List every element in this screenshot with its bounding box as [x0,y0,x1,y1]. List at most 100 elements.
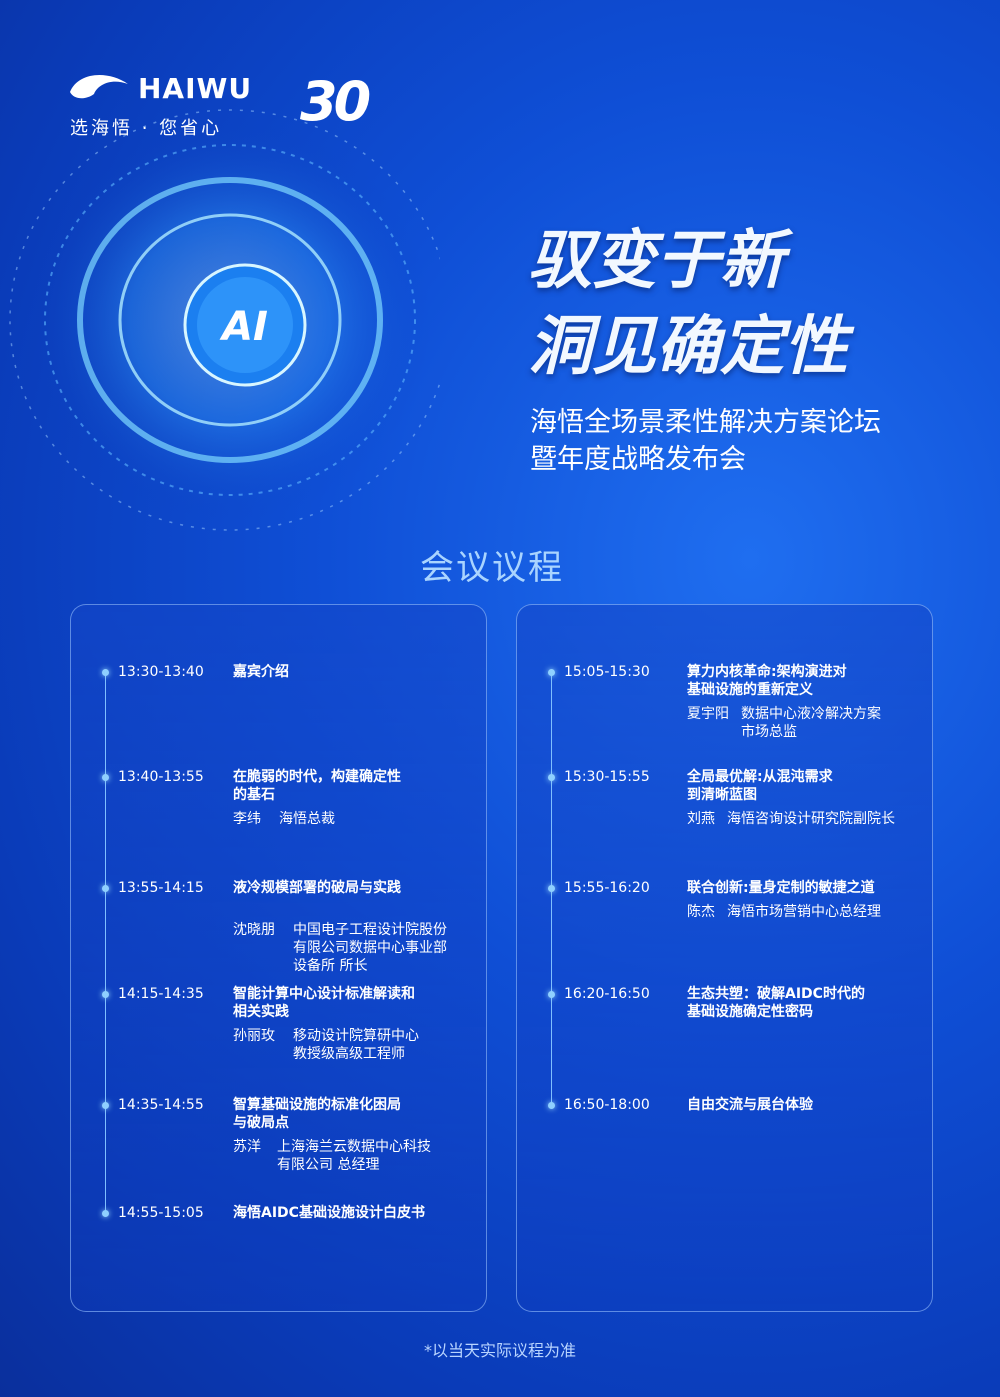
session-title-line: 全局最优解:从混沌需求 [687,769,833,785]
time: 14:35-14:55 [118,1097,204,1113]
time: 15:05-15:30 [564,664,650,680]
session: 算力内核革命:架构演进对 基础设施的重新定义 夏宇阳 数据中心液冷解决方案 市场总监 [687,663,881,741]
session-title-line: 的基石 [233,787,275,803]
speaker-role: 中国电子工程设计院股份 有限公司数据中心事业部 设备所 所长 [293,921,447,975]
session-title-line: 到清晰蓝图 [687,787,757,803]
session-title-line: 基础设施确定性密码 [687,1004,813,1020]
speaker-name: 夏宇阳 [687,706,729,722]
time: 16:50-18:00 [564,1097,650,1113]
ai-graphic: AI [9,109,440,531]
speaker: 陈杰 海悟市场营销中心总经理 [687,903,881,921]
brand: HAIWU [138,72,253,105]
timeline-dot [102,669,109,676]
time: 14:15-14:35 [118,986,204,1002]
timeline-dot [548,885,555,892]
time: 15:55-16:20 [564,880,650,896]
speaker-name: 孙丽玫 [233,1028,275,1044]
hero-subtitle-line: 暨年度战略发布会 [530,444,746,475]
timeline [104,672,106,1213]
session: 生态共塑：破解AIDC时代的 基础设施确定性密码 [687,985,865,1021]
speaker: 夏宇阳 数据中心液冷解决方案 市场总监 [687,705,881,741]
logo-mark [70,74,128,99]
speaker: 苏洋 上海海兰云数据中心科技 有限公司 总经理 [233,1138,431,1174]
session-title-line: 液冷规模部署的破局与实践 [233,880,401,896]
time: 13:55-14:15 [118,880,204,896]
speaker-role: 移动设计院算研中心 教授级高级工程师 [293,1027,419,1063]
session: 液冷规模部署的破局与实践 沈晓朋 中国电子工程设计院股份 有限公司数据中心事业部 设备所… [233,879,447,975]
speaker-role: 上海海兰云数据中心科技 有限公司 总经理 [277,1138,431,1174]
time: 13:40-13:55 [118,769,204,785]
speaker-role-line: 设备所 所长 [293,958,368,974]
timeline-dot [102,1210,109,1217]
timeline-dot [102,1102,109,1109]
agenda-panel: 13:30-13:40 嘉宾介绍 13:40-13:55 在脆弱的时代，构建确定性 的基… [70,604,487,1312]
session-title-line: 算力内核革命:架构演进对 [687,664,847,680]
session-title-line: 相关实践 [233,1004,289,1020]
timeline-dot [548,774,555,781]
speaker-name: 苏洋 [233,1139,261,1155]
speaker-role-line: 海悟咨询设计研究院副院长 [727,811,895,827]
speaker-role-line: 数据中心液冷解决方案 [741,706,881,722]
speaker-role: 海悟总裁 [279,810,335,828]
session: 在脆弱的时代，构建确定性 的基石李纬 海悟总裁 [233,768,401,828]
session: 智能计算中心设计标准解读和 相关实践孙丽玫 移动设计院算研中心 教授级高级工程师 [233,985,419,1063]
speaker-role-line: 市场总监 [741,724,797,740]
session: 自由交流与展台体验 [687,1096,813,1114]
hero-title-line: 洞见确定性 [528,310,848,384]
timeline-dot [548,669,555,676]
speaker: 李纬 海悟总裁 [233,810,401,828]
session-title-line: 基础设施的重新定义 [687,682,813,698]
session-title-line: 智算基础设施的标准化困局 [233,1097,401,1113]
time: 16:20-16:50 [564,986,650,1002]
hero-title: 驭变于新 洞见确定性 [528,218,848,390]
time: 13:30-13:40 [118,664,204,680]
speaker-name: 陈杰 [687,904,715,920]
time: 15:30-15:55 [564,769,650,785]
speaker-role-line: 中国电子工程设计院股份 [293,922,447,938]
speaker-name: 沈晓朋 [233,922,275,938]
session-title-line: 自由交流与展台体验 [687,1097,813,1113]
speaker-role-line: 教授级高级工程师 [293,1046,405,1062]
session: 海悟AIDC基础设施设计白皮书 [233,1204,425,1222]
timeline-dot [548,1102,555,1109]
speaker: 刘燕 海悟咨询设计研究院副院长 [687,810,895,828]
agenda-title: 会议议程 [420,548,564,588]
session: 全局最优解:从混沌需求 到清晰蓝图刘燕 海悟咨询设计研究院副院长 [687,768,895,828]
agenda-panel: 15:05-15:30 算力内核革命:架构演进对 基础设施的重新定义 夏宇阳 数据中心液… [516,604,933,1312]
time: 14:55-15:05 [118,1205,204,1221]
session-title-line: 与破局点 [233,1115,289,1131]
speaker-name: 刘燕 [687,811,715,827]
hero-title-line: 驭变于新 [528,224,784,298]
session-title-line: 联合创新:量身定制的敏捷之道 [687,880,875,896]
session-title-line: 智能计算中心设计标准解读和 [233,986,415,1002]
speaker-role-line: 海悟市场营销中心总经理 [727,904,881,920]
speaker-role-line: 有限公司数据中心事业部 [293,940,447,956]
session-title-line: 海悟AIDC基础设施设计白皮书 [233,1205,425,1221]
speaker-role: 数据中心液冷解决方案 市场总监 [741,705,881,741]
session: 嘉宾介绍 [233,663,289,681]
session-title-line: 在脆弱的时代，构建确定性 [233,769,401,785]
speaker: 孙丽玫 移动设计院算研中心 教授级高级工程师 [233,1027,419,1063]
speaker: 沈晓朋 中国电子工程设计院股份 有限公司数据中心事业部 设备所 所长 [233,921,447,975]
timeline-dot [102,774,109,781]
hero-subtitle-line: 海悟全场景柔性解决方案论坛 [530,407,881,438]
session-title-line: 生态共塑：破解AIDC时代的 [687,986,865,1002]
speaker-role-line: 移动设计院算研中心 [293,1028,419,1044]
speaker-role-line: 上海海兰云数据中心科技 [277,1139,431,1155]
timeline-dot [102,885,109,892]
hero-subtitle: 海悟全场景柔性解决方案论坛 暨年度战略发布会 [530,404,881,478]
speaker-role: 海悟市场营销中心总经理 [727,903,881,921]
speaker-role-line: 有限公司 总经理 [277,1157,380,1173]
anniversary: 30 [300,70,371,133]
footnote: *以当天实际议程为准 [423,1341,576,1360]
ai-badge: AI [219,304,268,350]
timeline-dot [548,991,555,998]
slogan: 选海悟 · 您省心 [70,118,223,139]
speaker-role-line: 海悟总裁 [279,811,335,827]
session: 联合创新:量身定制的敏捷之道 陈杰 海悟市场营销中心总经理 [687,879,881,921]
timeline-dot [102,991,109,998]
session-title-line: 嘉宾介绍 [233,664,289,680]
speaker-role: 海悟咨询设计研究院副院长 [727,810,895,828]
speaker-name: 李纬 [233,811,261,827]
